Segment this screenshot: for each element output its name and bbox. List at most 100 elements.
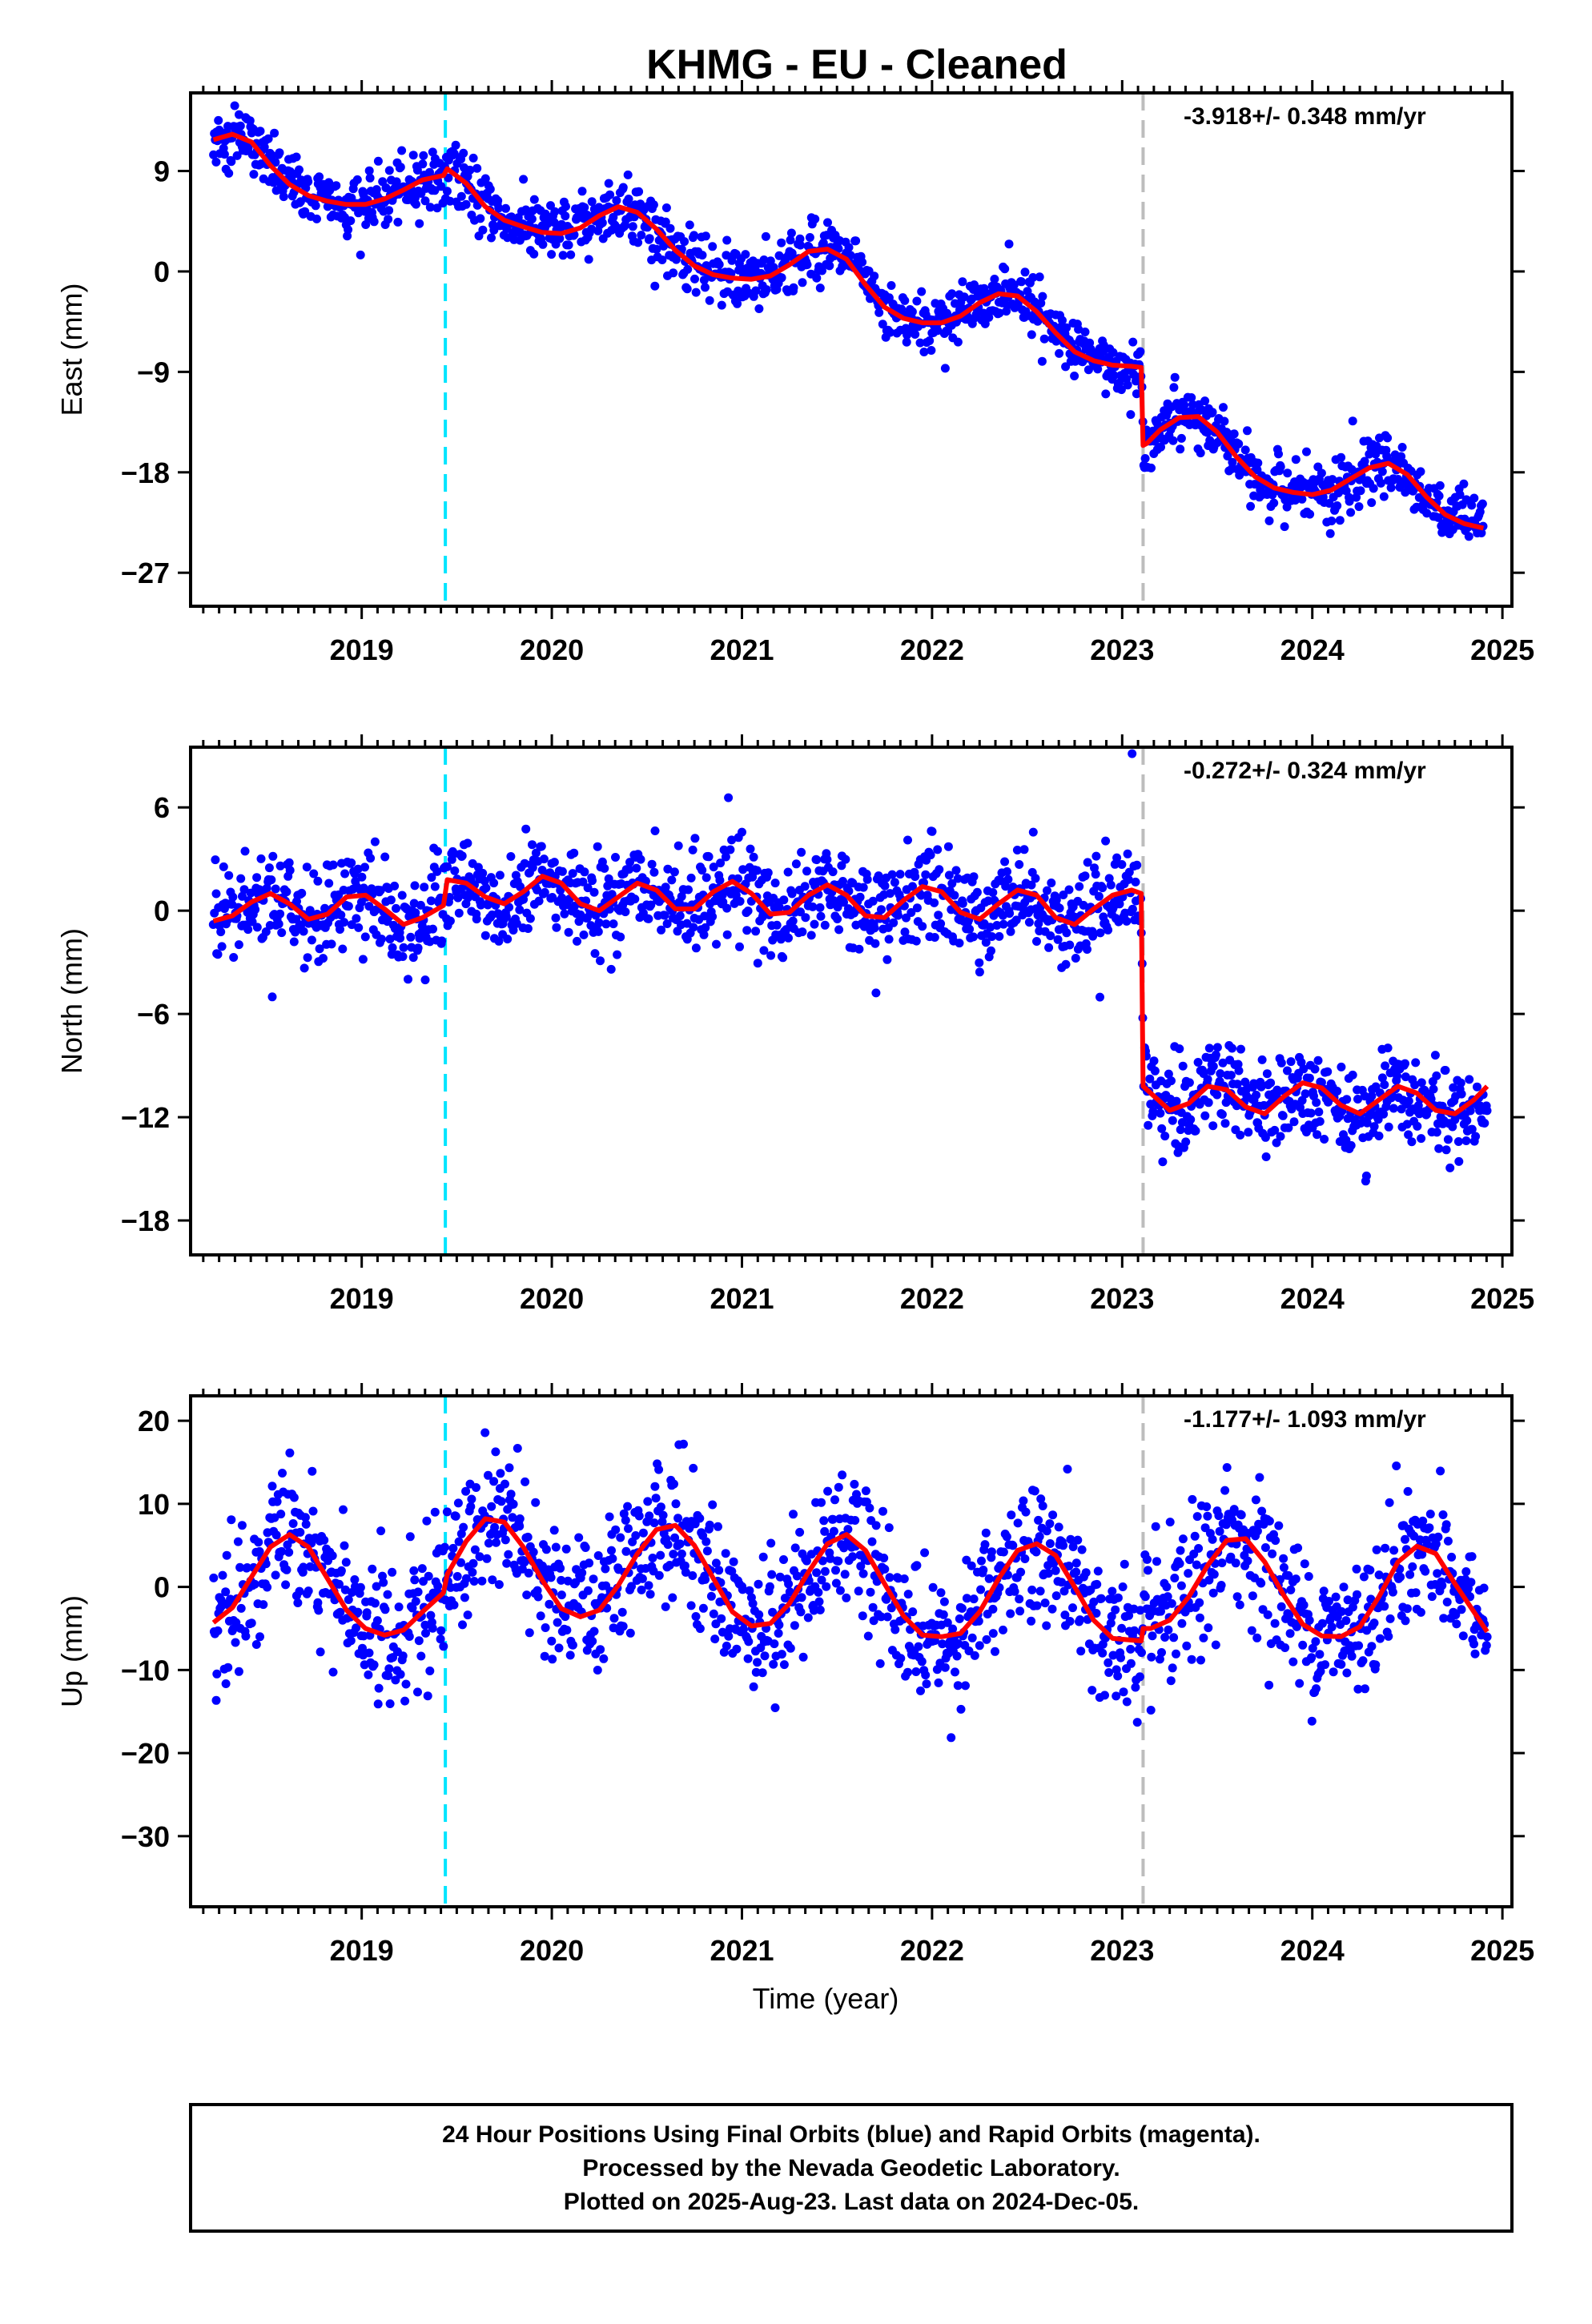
east-data-point bbox=[886, 328, 895, 337]
up-data-point bbox=[565, 1651, 575, 1660]
north-data-point bbox=[1001, 882, 1011, 891]
up-data-point bbox=[1126, 1644, 1136, 1654]
north-data-point bbox=[708, 912, 718, 922]
north-data-point bbox=[1176, 1125, 1185, 1135]
up-data-point bbox=[1342, 1668, 1352, 1678]
up-data-point bbox=[408, 1603, 417, 1613]
east-data-point bbox=[947, 289, 957, 299]
up-data-point bbox=[451, 1511, 460, 1521]
north-data-point bbox=[388, 943, 397, 952]
east-data-point bbox=[364, 166, 374, 175]
up-data-point bbox=[1369, 1618, 1379, 1628]
north-data-point bbox=[1266, 1078, 1276, 1088]
up-data-point bbox=[936, 1588, 946, 1598]
north-data-point bbox=[893, 911, 903, 920]
east-data-point bbox=[230, 101, 239, 111]
up-data-point bbox=[295, 1586, 304, 1596]
up-data-point bbox=[786, 1643, 795, 1653]
north-data-point bbox=[1413, 1121, 1422, 1131]
north-data-point bbox=[1445, 1163, 1455, 1172]
up-data-point bbox=[545, 1599, 554, 1609]
up-data-point bbox=[1317, 1618, 1327, 1628]
up-data-point bbox=[1337, 1659, 1346, 1669]
north-data-point bbox=[689, 923, 698, 932]
up-data-point bbox=[1438, 1510, 1448, 1519]
up-data-point bbox=[596, 1645, 605, 1655]
north-data-point bbox=[1220, 1119, 1230, 1128]
up-data-point bbox=[487, 1502, 496, 1511]
up-data-point bbox=[1047, 1604, 1057, 1614]
up-data-point bbox=[920, 1548, 930, 1558]
east-data-point bbox=[691, 287, 701, 297]
north-data-point bbox=[1401, 1059, 1409, 1068]
east-data-point bbox=[430, 186, 440, 195]
east-data-point bbox=[550, 207, 560, 216]
up-data-point bbox=[458, 1620, 467, 1630]
up-data-point bbox=[1016, 1567, 1026, 1577]
east-data-point bbox=[1459, 479, 1469, 489]
north-data-point bbox=[1461, 1136, 1471, 1145]
east-data-point bbox=[940, 364, 950, 373]
north-data-point bbox=[1367, 1092, 1377, 1101]
up-data-point bbox=[396, 1670, 405, 1679]
up-data-point bbox=[1187, 1655, 1196, 1664]
east-data-point bbox=[304, 177, 313, 187]
up-data-point bbox=[831, 1578, 841, 1588]
up-data-point bbox=[638, 1528, 648, 1538]
up-data-point bbox=[744, 1637, 754, 1647]
north-data-point bbox=[1184, 1078, 1194, 1088]
up-data-point bbox=[1188, 1494, 1197, 1504]
north-data-point bbox=[779, 895, 789, 905]
north-data-point bbox=[557, 893, 567, 903]
east-data-point bbox=[1169, 383, 1179, 392]
north-data-point bbox=[1256, 1082, 1266, 1092]
north-data-point bbox=[1144, 1120, 1153, 1130]
north-data-point bbox=[340, 918, 349, 927]
north-data-point bbox=[338, 944, 348, 954]
up-data-point bbox=[383, 1590, 392, 1599]
up-data-point bbox=[879, 1554, 889, 1562]
up-data-point bbox=[1381, 1543, 1390, 1553]
up-data-point bbox=[501, 1479, 509, 1489]
up-data-point bbox=[247, 1618, 256, 1628]
up-data-point bbox=[1038, 1502, 1047, 1510]
north-data-point bbox=[806, 931, 816, 940]
east-data-point bbox=[1028, 273, 1038, 282]
east-data-point bbox=[384, 215, 393, 224]
north-data-point bbox=[1157, 1124, 1167, 1133]
east-data-point bbox=[645, 234, 654, 243]
up-data-point bbox=[459, 1522, 468, 1532]
north-data-point bbox=[297, 888, 307, 898]
north-data-point bbox=[726, 845, 735, 854]
up-data-point bbox=[1300, 1559, 1309, 1569]
north-data-point bbox=[352, 914, 361, 923]
north-data-point bbox=[784, 933, 793, 943]
up-data-point bbox=[650, 1482, 660, 1491]
up-data-point bbox=[809, 1606, 818, 1615]
east-data-point bbox=[393, 217, 403, 227]
up-data-point bbox=[981, 1528, 991, 1538]
north-data-point bbox=[238, 891, 247, 901]
up-data-point bbox=[316, 1647, 325, 1657]
east-data-point bbox=[1397, 443, 1407, 452]
east-data-point bbox=[795, 234, 805, 243]
up-data-point bbox=[701, 1574, 710, 1584]
up-data-point bbox=[300, 1513, 310, 1522]
up-data-point bbox=[1087, 1686, 1097, 1695]
east-data-point bbox=[255, 127, 265, 136]
east-data-point bbox=[476, 214, 485, 223]
north-data-point bbox=[987, 946, 995, 955]
east-data-point bbox=[990, 275, 999, 283]
north-data-point bbox=[833, 915, 842, 923]
east-data-point bbox=[597, 218, 607, 227]
north-data-point bbox=[1088, 931, 1098, 941]
up-data-point bbox=[792, 1571, 802, 1581]
east-x-tick-label: 2024 bbox=[1280, 633, 1345, 666]
up-data-point bbox=[980, 1540, 990, 1550]
east-data-point bbox=[690, 274, 699, 283]
north-data-point bbox=[463, 838, 472, 848]
up-data-point bbox=[754, 1610, 764, 1619]
east-data-point bbox=[480, 174, 490, 183]
up-data-point bbox=[1176, 1546, 1185, 1555]
east-data-point bbox=[834, 244, 843, 253]
